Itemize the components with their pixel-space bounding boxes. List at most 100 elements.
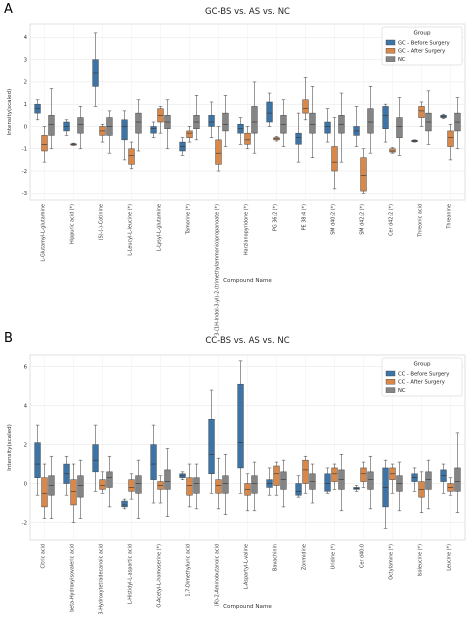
y-axis-label: Intensity(scaled) — [7, 89, 13, 136]
category-label: PE 38:4 (*) — [302, 204, 308, 230]
box-gc-before-surgery — [121, 119, 128, 141]
x-axis-label: Compound Name — [223, 604, 272, 610]
box-gc-before-surgery — [208, 115, 215, 127]
panel-b: B CC-BS vs. AS vs. NC -2 0 2 4 6 Intensity(scal… — [4, 331, 466, 615]
legend-entry: NC — [398, 57, 406, 63]
panel-letter: B — [4, 331, 13, 346]
category-label: O-Acetyl-L-homoserine (*) — [157, 544, 163, 608]
box-nc — [309, 112, 316, 134]
box-gc-after-surgery — [128, 148, 135, 165]
box-cc-after-surgery — [128, 479, 135, 492]
box-nc — [135, 112, 142, 134]
y-tick-label: 0 — [24, 124, 28, 130]
box-cc-after-surgery — [99, 479, 106, 490]
box-cc-after-surgery — [70, 479, 77, 506]
category-label: L-Leucyl-L-leucine (*) — [128, 204, 134, 256]
box-nc — [106, 471, 113, 488]
box-gc-after-surgery — [447, 130, 454, 147]
box-nc — [77, 117, 84, 134]
legend-box — [381, 357, 463, 397]
box-nc — [251, 106, 258, 134]
box-cc-after-surgery — [215, 479, 222, 494]
panel-a: A GC-BS vs. AS vs. NC -3 -2 -1 0 1 2 3 4 Intensity… — [4, 2, 466, 336]
box-cc-before-surgery — [34, 442, 41, 478]
category-label: Tamorine (*) — [186, 204, 192, 235]
category-label: 3-(1H-Indol-3-yl)-2-(trimethylammonio)pr… — [215, 204, 221, 336]
legend: Group CC - Before Surgery CC - After Surge… — [381, 357, 463, 397]
category-label: (R)-2-Aminobutanoic acid — [215, 544, 221, 606]
category-label: Cer d40:0 — [360, 544, 366, 568]
category-label: SM d42:2 (*) — [360, 204, 366, 235]
legend-entry: GC - After Surgery — [398, 49, 445, 55]
box-nc — [164, 469, 171, 490]
box-gc-before-surgery — [324, 121, 331, 134]
x-axis-label: Compound Name — [223, 278, 272, 284]
box-gc-after-surgery — [360, 157, 367, 192]
y-tick-label: 3 — [24, 57, 27, 63]
legend-swatch — [385, 370, 396, 377]
box-cc-after-surgery — [360, 467, 367, 482]
legend-title: Group — [413, 31, 430, 37]
category-label: Threonic acid — [418, 204, 424, 238]
category-label: Uridine (*) — [331, 544, 337, 569]
legend-box — [381, 26, 463, 66]
y-tick-label: 0 — [24, 481, 28, 487]
legend-entry: GC - Before Surgery — [398, 40, 450, 46]
box-cc-after-surgery — [41, 477, 48, 508]
y-tick-label: -2 — [22, 520, 27, 526]
box-gc-before-surgery — [266, 101, 273, 123]
category-label: Zonmidine — [302, 544, 308, 570]
box-gc-before-surgery — [150, 126, 157, 134]
box-gc-after-surgery — [186, 130, 193, 138]
box-gc-after-surgery — [418, 106, 425, 118]
box-gc-before-surgery — [295, 132, 302, 145]
y-tick-label: 4 — [24, 35, 28, 41]
category-label: L-Lysyl-L-glutamine — [157, 204, 163, 251]
box-nc — [222, 475, 229, 494]
legend-swatch — [385, 48, 396, 54]
category-label: Leucine (*) — [447, 544, 453, 571]
box-gc-after-surgery — [389, 148, 396, 153]
box-cc-before-surgery — [92, 444, 99, 473]
box-cc-before-surgery — [150, 444, 157, 480]
y-tick-label: 1 — [24, 102, 27, 108]
box-nc — [454, 467, 461, 492]
box-nc — [251, 475, 258, 494]
box-cc-after-surgery — [273, 465, 280, 486]
box-cc-after-surgery — [302, 459, 309, 484]
category-label: Isoleucine (*) — [418, 544, 424, 577]
category-label: Citric acid — [41, 544, 47, 568]
legend-swatch — [385, 39, 396, 46]
box-cc-after-surgery — [331, 467, 338, 482]
box-cc-before-surgery — [324, 473, 331, 492]
category-label: PG 36:2 (*) — [273, 204, 279, 231]
y-tick-label: -1 — [22, 147, 27, 153]
box-nc — [396, 117, 403, 138]
y-tick-label: 2 — [24, 442, 27, 448]
box-gc-after-surgery — [215, 139, 222, 165]
category-label: Harzianopyridone (*) — [244, 204, 250, 255]
box-cc-after-surgery — [186, 477, 193, 496]
box-gc-before-surgery — [382, 106, 389, 129]
chart-title: GC-BS vs. AS vs. NC — [205, 7, 290, 17]
category-label: (S)-(-)-Cotinine — [99, 204, 105, 240]
box-gc-after-surgery — [244, 132, 251, 145]
category-label: L-Glutamyl-L-glutamine — [41, 204, 47, 262]
category-label: L-Histidyl-L-aspartic acid — [128, 544, 134, 604]
box-cc-before-surgery — [208, 419, 215, 475]
category-label: L-Aspartyl-L-valine — [244, 544, 250, 589]
legend-swatch — [385, 56, 396, 62]
y-axis-label: Intensity(scaled) — [7, 424, 13, 471]
y-tick-label: -3 — [22, 191, 27, 197]
category-label: Bavachinin — [273, 544, 279, 571]
box-nc — [425, 471, 432, 490]
box-nc — [280, 471, 287, 490]
category-label: Hippuric acid (*) — [70, 204, 76, 244]
category-label: SM d40:2 (*) — [331, 204, 337, 235]
legend-entry: CC - Before Surgery — [398, 371, 449, 377]
box-nc — [48, 115, 55, 136]
box-nc — [367, 108, 374, 134]
box-nc — [193, 477, 200, 494]
category-label: 1,7-Dimethyluric acid — [186, 544, 192, 597]
